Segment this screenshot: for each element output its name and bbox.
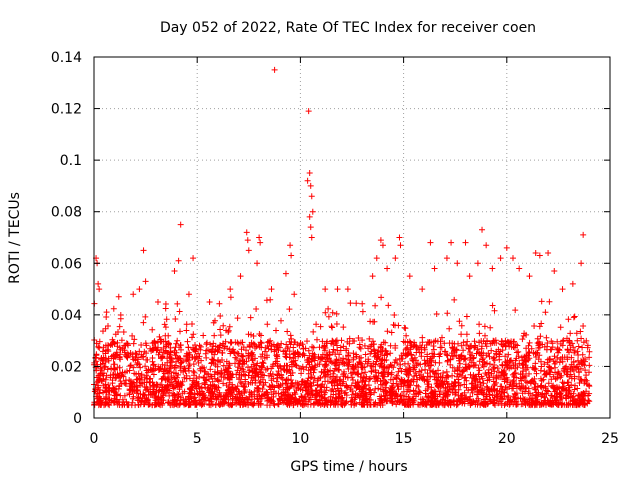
data-point (140, 247, 147, 254)
data-point (306, 213, 313, 220)
data-point (396, 234, 403, 241)
data-point (175, 257, 182, 264)
data-point (308, 193, 315, 200)
data-point (569, 280, 576, 287)
data-point (245, 247, 252, 254)
dense-point-cloud (91, 294, 593, 409)
data-point (532, 249, 539, 256)
data-point (288, 252, 295, 259)
data-point (580, 231, 587, 238)
data-point (307, 182, 314, 189)
y-tick-label: 0.04 (51, 308, 82, 324)
data-point (454, 260, 461, 267)
data-point (462, 239, 469, 246)
data-point (282, 270, 289, 277)
data-point (206, 298, 213, 305)
data-point (516, 265, 523, 272)
data-point (96, 286, 103, 293)
data-point (419, 286, 426, 293)
data-point (392, 255, 399, 262)
data-point (307, 224, 314, 231)
x-tick-label: 5 (193, 431, 202, 447)
y-tick-label: 0.12 (51, 102, 82, 118)
data-point (237, 273, 244, 280)
y-tick-label: 0.02 (51, 359, 82, 375)
data-point (185, 291, 192, 298)
data-point (474, 260, 481, 267)
data-point (489, 265, 496, 272)
data-point (509, 255, 516, 262)
chart-title: Day 052 of 2022, Rate Of TEC Index for r… (160, 20, 536, 36)
data-point (305, 108, 312, 115)
data-point (254, 260, 261, 267)
data-point (536, 252, 543, 259)
data-point (306, 170, 313, 177)
data-point (244, 237, 251, 244)
data-point (551, 268, 558, 275)
data-point (177, 221, 184, 228)
data-point (115, 293, 122, 300)
point-cloud (91, 294, 593, 409)
data-point (142, 278, 149, 285)
y-tick-label: 0 (73, 411, 82, 427)
data-point (503, 244, 510, 251)
data-point (466, 273, 473, 280)
tick-labels: 0 5 10 15 20 25 0 0.02 0.04 0.06 0.08 0.1 0.12 0.14 (51, 50, 619, 447)
data-point (227, 286, 234, 293)
data-point (171, 268, 178, 275)
data-point (497, 255, 504, 262)
data-point (377, 237, 384, 244)
x-tick-label: 10 (291, 431, 309, 447)
y-tick-label: 0.1 (60, 153, 82, 169)
data-point (559, 286, 566, 293)
y-tick-label: 0.14 (51, 50, 82, 66)
data-point (136, 286, 143, 293)
y-tick-label: 0.08 (51, 205, 82, 221)
x-tick-label: 20 (498, 431, 516, 447)
data-point (243, 229, 250, 236)
data-point (431, 265, 438, 272)
data-point (483, 242, 490, 249)
data-point (384, 265, 391, 272)
data-point (369, 273, 376, 280)
data-point (309, 208, 316, 215)
data-point (190, 255, 197, 262)
data-point (578, 260, 585, 267)
data-point (373, 255, 380, 262)
x-tick-label: 15 (395, 431, 413, 447)
data-point (322, 286, 329, 293)
plot-frame (93, 56, 611, 419)
x-tick-label: 25 (601, 431, 619, 447)
data-points (93, 66, 587, 305)
y-tick-label: 0.06 (51, 256, 82, 272)
x-axis-label: GPS time / hours (290, 459, 407, 475)
data-point (308, 234, 315, 241)
data-point (443, 255, 450, 262)
data-point (344, 286, 351, 293)
data-point (291, 291, 298, 298)
data-point (257, 239, 264, 246)
y-axis-label: ROTI / TECUs (7, 192, 23, 284)
data-point (334, 286, 341, 293)
grid-lines (94, 57, 610, 418)
data-point (479, 226, 486, 233)
data-point (379, 242, 386, 249)
data-point (526, 273, 533, 280)
data-point (406, 273, 413, 280)
data-point (268, 286, 275, 293)
data-point (130, 291, 137, 298)
data-point (545, 249, 552, 256)
x-tick-label: 0 (90, 431, 99, 447)
data-point (448, 239, 455, 246)
data-point (304, 177, 311, 184)
data-point (397, 242, 404, 249)
data-point (95, 280, 102, 287)
data-point (154, 298, 161, 305)
data-point (427, 239, 434, 246)
data-point (287, 242, 294, 249)
data-point (271, 66, 278, 73)
data-point (256, 234, 263, 241)
axes (93, 56, 611, 419)
